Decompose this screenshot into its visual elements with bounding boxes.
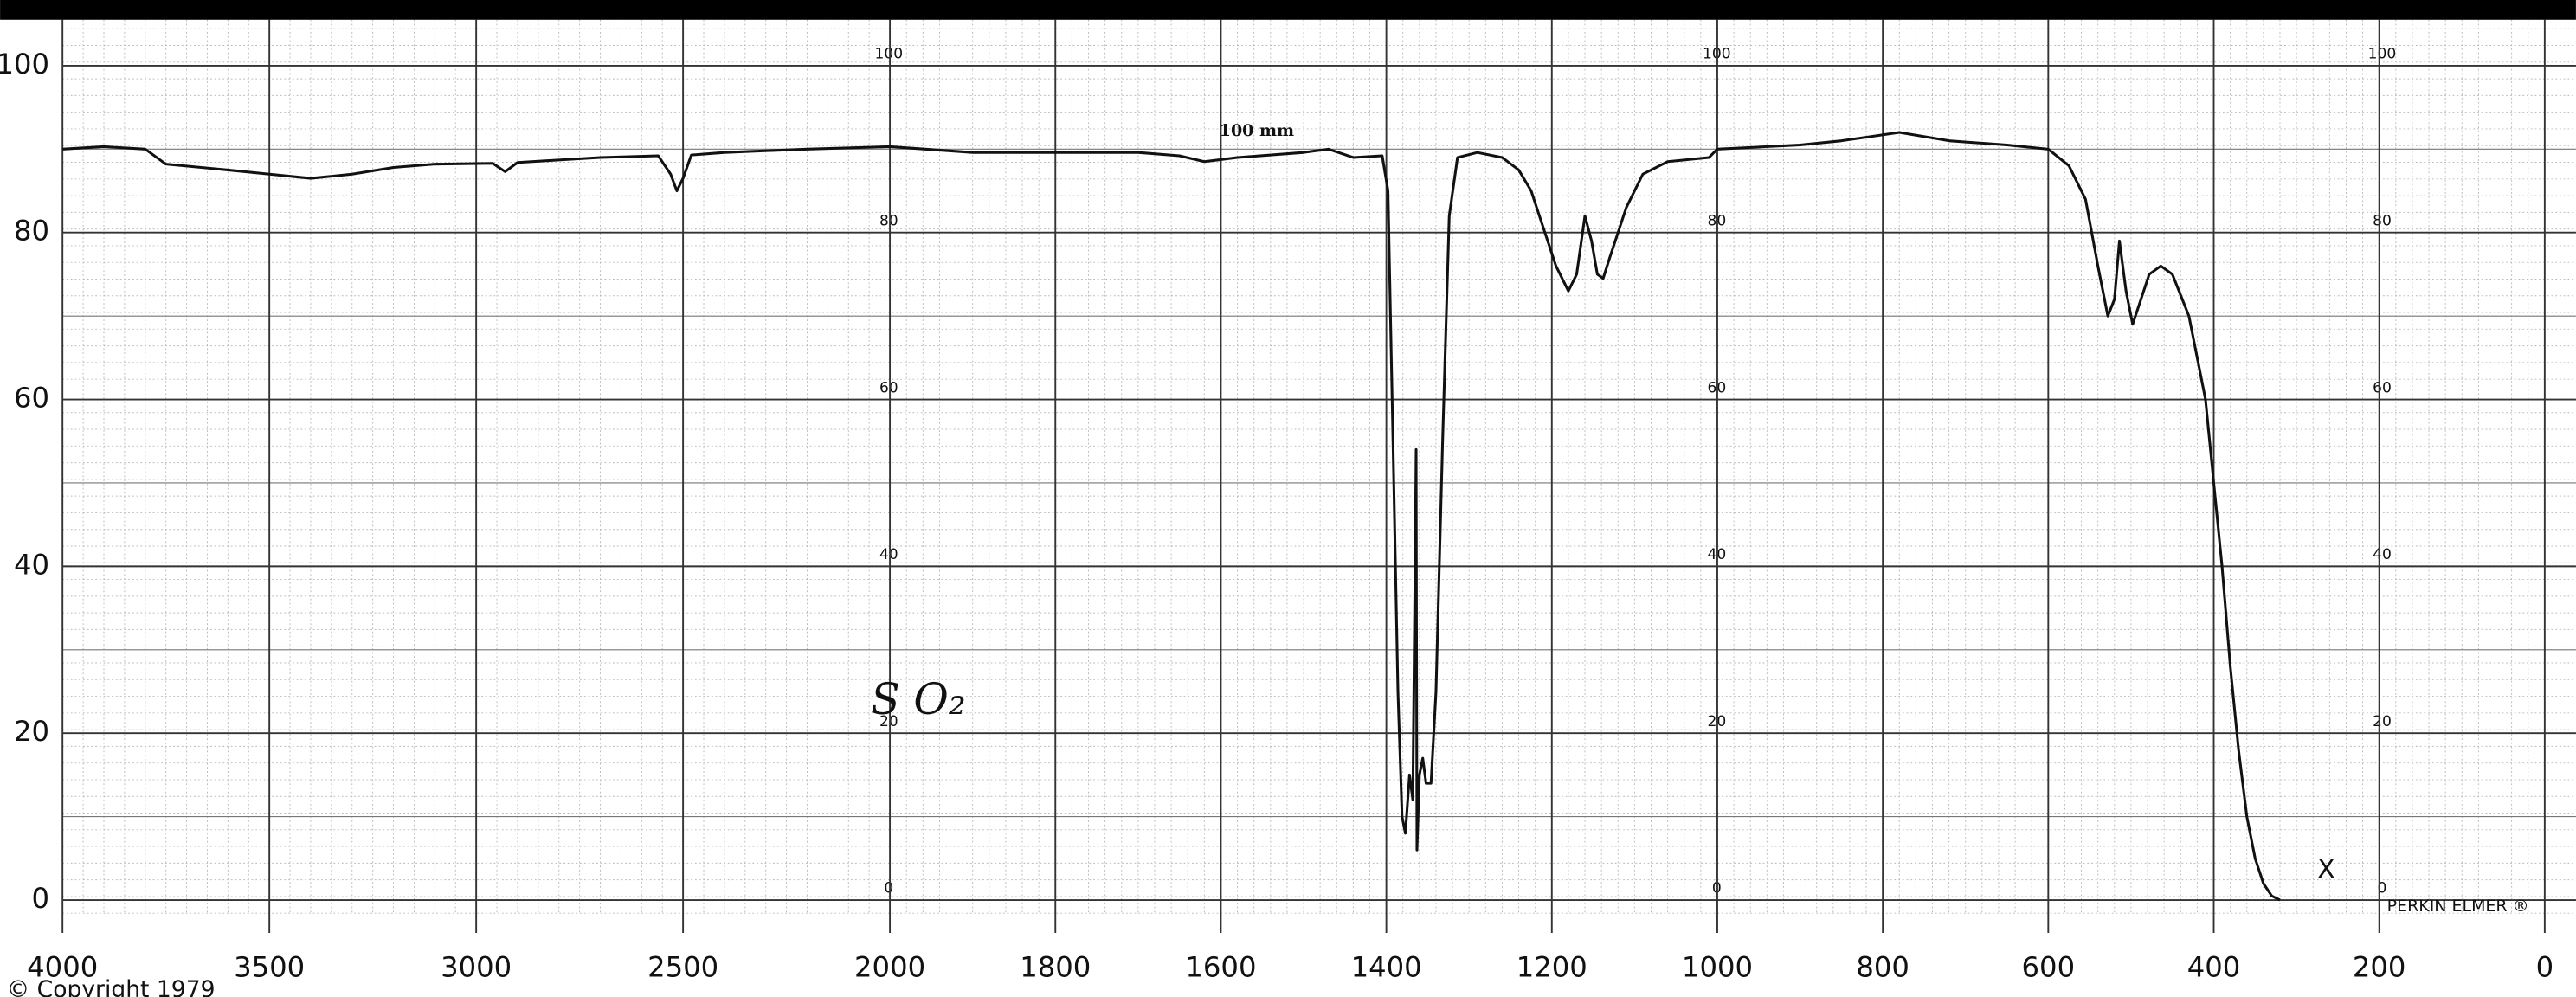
inner-y-label: 100 bbox=[875, 46, 904, 63]
inner-y-label: 20 bbox=[2373, 713, 2392, 730]
paper-scale: 100 mm bbox=[1220, 121, 1294, 140]
inner-y-label: 80 bbox=[2373, 212, 2392, 229]
y-tick-label: 100 bbox=[0, 48, 49, 80]
inner-y-label: 20 bbox=[879, 713, 898, 730]
x-tick-label: 1000 bbox=[1682, 951, 1753, 984]
y-tick-label: 20 bbox=[14, 715, 49, 748]
marks bbox=[62, 131, 2281, 902]
x-tick-label: 2500 bbox=[647, 951, 718, 984]
inner-y-label: 40 bbox=[2373, 546, 2392, 563]
x-tick-label: 1800 bbox=[1020, 951, 1091, 984]
x-tick-label: 400 bbox=[2187, 951, 2241, 984]
inner-y-label: 60 bbox=[879, 379, 898, 396]
sample-label: S O₂ bbox=[871, 674, 966, 724]
mark-x: X bbox=[2317, 854, 2335, 884]
inner-y-label: 60 bbox=[2373, 379, 2392, 396]
inner-y-label: 100 bbox=[2368, 46, 2397, 63]
x-tick-label: 600 bbox=[2022, 951, 2076, 984]
grid: 0000202020204040404060606060808080801001… bbox=[0, 19, 2576, 984]
x-tick-label: 800 bbox=[1856, 951, 1909, 984]
x-tick-label: 1600 bbox=[1185, 951, 1256, 984]
x-tick-label: 4000 bbox=[27, 951, 98, 984]
copyright: © Copyright 1979 bbox=[7, 976, 216, 997]
y-tick-label: 0 bbox=[31, 882, 49, 915]
inner-y-label: 0 bbox=[2378, 880, 2387, 897]
x-tick-label: 1200 bbox=[1517, 951, 1587, 984]
y-tick-label: 60 bbox=[14, 382, 49, 415]
maker: PERKIN ELMER ® bbox=[2387, 897, 2529, 916]
x-tick-label: 200 bbox=[2353, 951, 2406, 984]
spectrum-line bbox=[62, 131, 2281, 902]
inner-y-label: 40 bbox=[879, 546, 898, 563]
x-tick-label: 3000 bbox=[441, 951, 512, 984]
inner-y-label: 0 bbox=[884, 880, 893, 897]
y-tick-label: 40 bbox=[14, 548, 49, 581]
x-tick-label: 1400 bbox=[1351, 951, 1422, 984]
top-band bbox=[0, 0, 2576, 20]
x-tick-label: 3500 bbox=[234, 951, 305, 984]
y-tick-label: 80 bbox=[14, 215, 49, 248]
inner-y-label: 80 bbox=[879, 212, 898, 229]
x-tick-label: 2000 bbox=[854, 951, 925, 984]
x-tick-label: 0 bbox=[2536, 951, 2554, 984]
